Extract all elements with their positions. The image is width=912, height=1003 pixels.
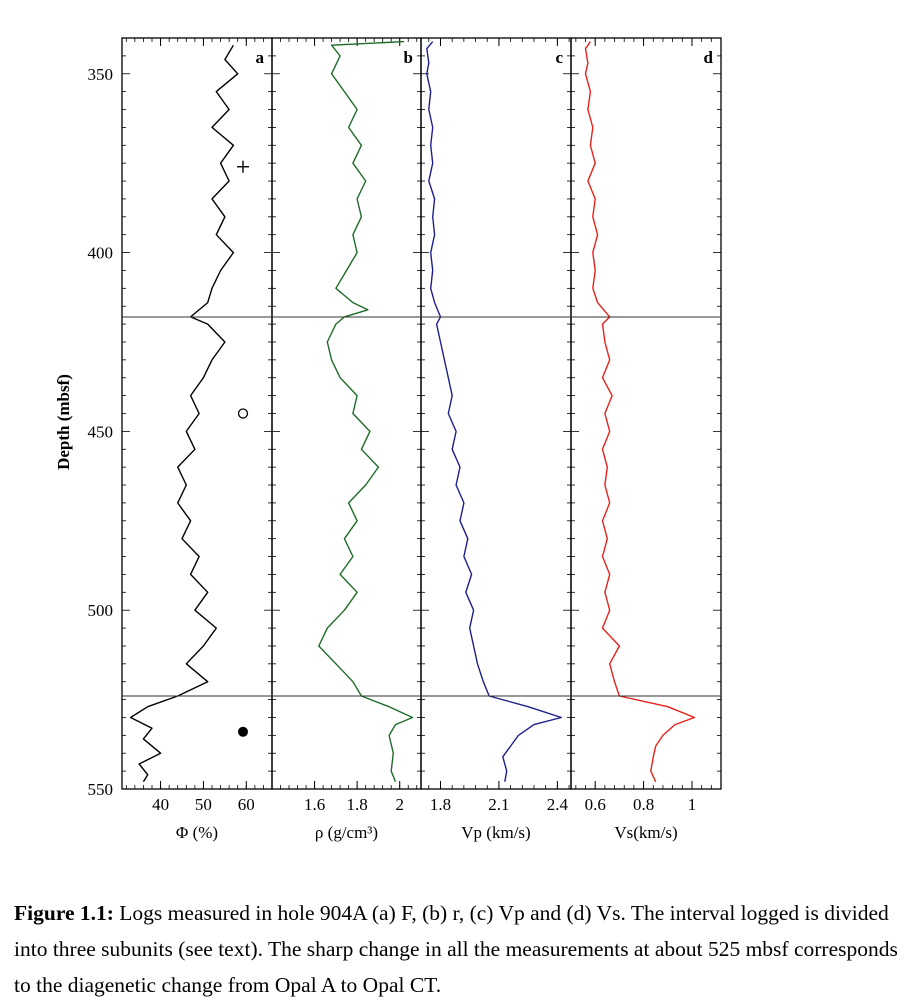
figure-chart: Depth (mbsf) 350 400 450 500 550 40 50 60 a Φ (%…: [54, 37, 722, 842]
y-tick-label: 550: [88, 780, 114, 799]
panel-c: 1.8 2.1 2.4 c Vp (km/s): [420, 37, 572, 842]
y-tick-label: 400: [88, 244, 114, 263]
log-series-line: [584, 41, 696, 783]
log-series-line: [426, 41, 562, 782]
subunit-boundaries: [122, 160, 721, 737]
log-series-line: [318, 40, 414, 783]
y-tick-label: 450: [88, 422, 114, 441]
y-tick-label: 350: [88, 65, 114, 84]
log-series-line: [129, 44, 239, 783]
filled-circle-marker: [238, 726, 248, 737]
x-axis-label: Vs(km/s): [614, 823, 677, 842]
figure-caption: Figure 1.1: Logs measured in hole 904A (…: [14, 895, 904, 1003]
panel-frame: [121, 37, 273, 790]
x-tick-label: 60: [238, 795, 255, 814]
x-axis-label: Vp (km/s): [461, 823, 530, 842]
log-panels: 40 50 60 a Φ (%) 1.6 1.8 2 b ρ (g/cm³) 1.8 2.1 2.4 c V…: [121, 37, 722, 842]
y-axis-label: Depth (mbsf): [54, 374, 73, 470]
x-tick-label: 2.1: [488, 795, 509, 814]
x-tick-label: 50: [195, 795, 212, 814]
x-tick-label: 0.6: [585, 795, 606, 814]
x-axis-label: Φ (%): [176, 823, 218, 842]
x-tick-label: 0.8: [633, 795, 654, 814]
x-tick-label: 40: [152, 795, 169, 814]
y-tick-label: 500: [88, 601, 114, 620]
open-circle-marker: [237, 408, 249, 419]
panel-d: 0.6 0.8 1 d Vs(km/s): [570, 37, 722, 842]
panel-frame: [271, 37, 422, 790]
x-tick-label: 2.4: [547, 795, 569, 814]
panel-letter: b: [404, 48, 413, 67]
caption-label: Figure 1.1:: [14, 901, 114, 925]
panel-frame: [420, 37, 572, 790]
panel-a: 40 50 60 a Φ (%): [121, 37, 273, 842]
x-tick-label: 1.6: [304, 795, 325, 814]
x-tick-label: 1.8: [430, 795, 451, 814]
x-tick-label: 1: [688, 795, 697, 814]
panel-frame: [570, 37, 722, 790]
panel-letter: d: [704, 48, 714, 67]
y-tick-labels: 350 400 450 500 550: [88, 65, 114, 799]
panel-letter: a: [256, 48, 265, 67]
panel-letter: c: [555, 48, 563, 67]
x-tick-label: 2: [395, 795, 404, 814]
caption-text: Logs measured in hole 904A (a) F, (b) r,…: [14, 901, 898, 997]
x-axis-label: ρ (g/cm³): [315, 823, 378, 842]
x-tick-label: 1.8: [347, 795, 368, 814]
panel-b: 1.6 1.8 2 b ρ (g/cm³): [271, 37, 422, 842]
